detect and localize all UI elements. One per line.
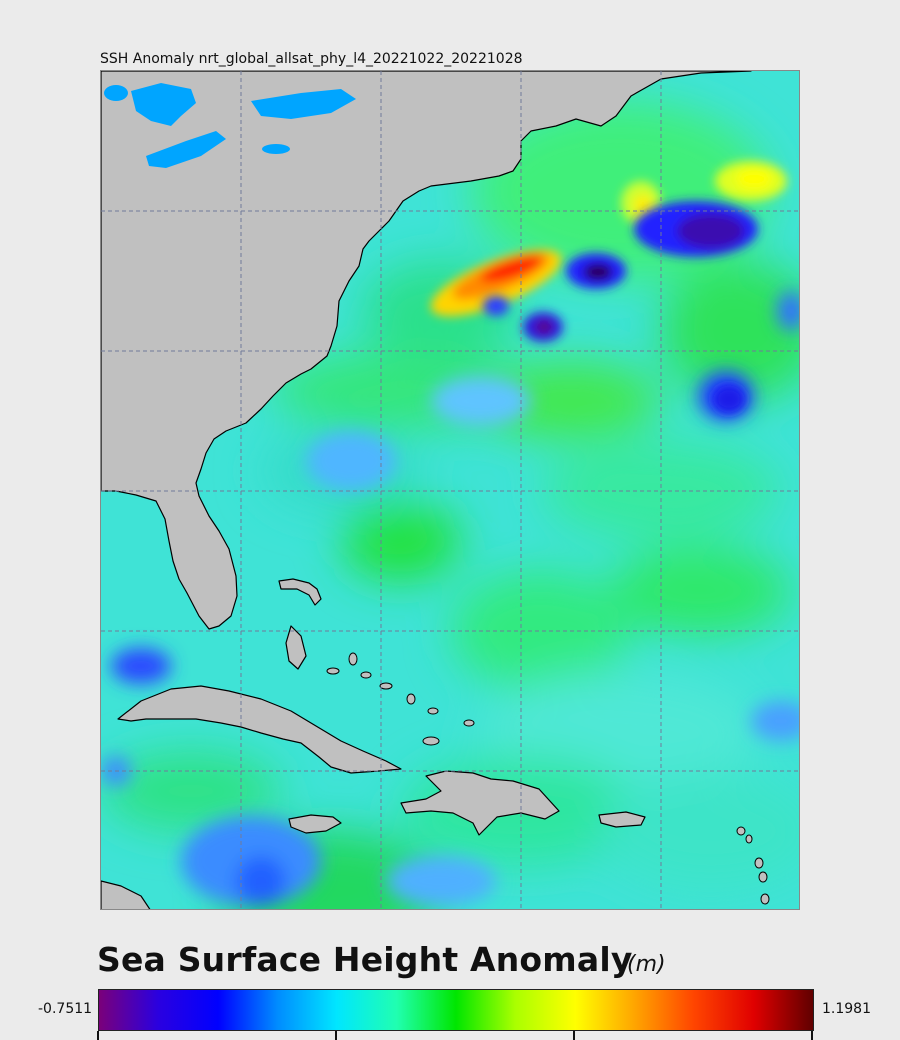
south-america-corner: [101, 880, 151, 909]
bahamas-north: [278, 578, 322, 606]
cuba: [117, 685, 402, 774]
lake-superior: [131, 83, 196, 126]
colorbar-max-label: 1.1981: [822, 1001, 871, 1017]
great-lakes: [104, 83, 356, 168]
puerto-rico: [598, 811, 646, 828]
colorbar-tick: [573, 1031, 575, 1040]
small-islands: [326, 652, 770, 905]
lake-huron: [251, 89, 356, 119]
colorbar-min-label: -0.7511: [38, 1001, 93, 1017]
anomaly-field-cold-eddies: [483, 201, 758, 413]
hispaniola: [400, 770, 560, 836]
lake-small-1: [104, 85, 128, 101]
lake-small-2: [262, 144, 290, 154]
colorbar-tick: [811, 1031, 813, 1040]
colorbar-title: Sea Surface Height Anomaly: [97, 940, 633, 979]
colorbar-tick: [335, 1031, 337, 1040]
graticule: [101, 71, 799, 909]
colorbar-tick: [97, 1031, 99, 1040]
ssh-anomaly-map: [100, 70, 800, 910]
colorbar: [98, 989, 814, 1031]
andros-island: [285, 625, 307, 670]
map-title: SSH Anomaly nrt_global_allsat_phy_l4_202…: [100, 51, 523, 67]
lake-erie: [146, 131, 226, 168]
jamaica: [288, 814, 342, 834]
anomaly-field-low: [101, 291, 799, 906]
colorbar-units: (m): [627, 952, 666, 977]
